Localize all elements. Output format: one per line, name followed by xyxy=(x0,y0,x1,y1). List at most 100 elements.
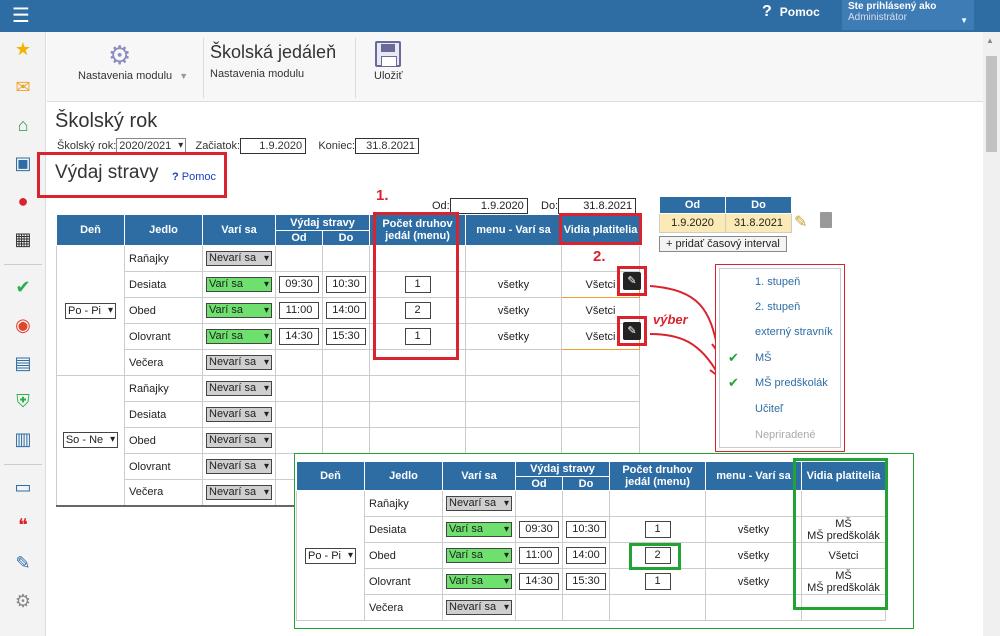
vari-sa-select[interactable]: Nevarí sa xyxy=(446,496,512,511)
book-icon[interactable]: ▣ xyxy=(14,153,32,173)
time-do-input[interactable]: 10:30 xyxy=(566,521,606,538)
time-do-input[interactable]: 10:30 xyxy=(326,276,366,293)
settings-gear-icon[interactable]: ⚙ xyxy=(108,40,132,70)
col-vydaj: Výdaj stravy xyxy=(275,214,370,231)
payer-option[interactable]: 2. stupeň xyxy=(755,301,801,313)
vari-sa-select[interactable]: Nevarí sa xyxy=(206,433,272,448)
table-row: Desiata Varí sa 09:30 10:30 1 všetky Vše… xyxy=(57,271,640,298)
menu-count-input[interactable]: 2 xyxy=(644,547,671,564)
user-menu[interactable]: Ste prihlásený ako Administrátor ▼ xyxy=(842,0,974,30)
vari-sa-select[interactable]: Nevarí sa xyxy=(206,459,272,474)
chart-icon[interactable]: ▥ xyxy=(14,429,32,449)
question-icon: ? xyxy=(762,3,772,20)
day-select[interactable]: Po - Pi xyxy=(304,547,356,564)
vari-sa-select[interactable]: Nevarí sa xyxy=(206,381,272,396)
day-select[interactable]: Po - Pi xyxy=(64,302,116,319)
trash-icon[interactable] xyxy=(820,212,832,228)
time-do-input[interactable]: 15:30 xyxy=(566,573,606,590)
annotation-box-edit2 xyxy=(617,316,647,346)
app-title: Školská jedáleň xyxy=(210,42,337,62)
scrollbar-thumb[interactable] xyxy=(986,56,997,152)
time-od-input[interactable]: 11:00 xyxy=(519,547,559,564)
payer-option[interactable]: 1. stupeň xyxy=(755,276,801,288)
save-icon[interactable] xyxy=(375,41,401,67)
sidebar-divider xyxy=(4,464,42,465)
table-row: Večera Nevarí sa xyxy=(57,349,640,376)
payer-option[interactable]: externý stravník xyxy=(755,326,833,338)
annotation-green-box-count xyxy=(629,543,681,570)
save-button[interactable]: Uložiť xyxy=(374,70,403,82)
left-sidebar: ★ ✉ ⌂ ▣ ● ▦ ✔ ◉ ▤ ⛨ ▥ ▭ ❝ ✎ ⚙ xyxy=(0,32,46,636)
shield-icon[interactable]: ⛨ xyxy=(16,391,30,411)
hamburger-menu-icon[interactable]: ☰ xyxy=(12,5,30,27)
edit-pencil-icon[interactable]: ✎ xyxy=(623,272,641,290)
col-den: Deň xyxy=(56,214,125,246)
pen-icon[interactable]: ✎ xyxy=(15,553,31,573)
table-row: Obed Nevarí sa xyxy=(57,427,640,454)
time-od-input[interactable]: 14:30 xyxy=(279,328,319,345)
briefcase-icon[interactable]: ▤ xyxy=(14,353,32,373)
table-row: Olovrant Varí sa 14:30 15:30 1 všetky Vš… xyxy=(57,323,640,350)
payer-option[interactable]: MŠ predškolák xyxy=(755,377,828,389)
scrollbar[interactable] xyxy=(983,32,1000,636)
pencil-icon[interactable]: ✎ xyxy=(794,214,808,231)
day-select[interactable]: So - Ne xyxy=(62,432,119,449)
vari-sa-select[interactable]: Varí sa xyxy=(446,574,512,589)
menu-count-input[interactable]: 1 xyxy=(404,328,431,345)
payer-option[interactable]: Učiteľ xyxy=(755,403,784,415)
vari-sa-select[interactable]: Nevarí sa xyxy=(206,407,272,422)
sidebar-divider xyxy=(4,264,42,265)
module-settings-button[interactable]: Nastavenia modulu ▼ xyxy=(78,70,189,82)
time-od-input[interactable]: 11:00 xyxy=(279,302,319,319)
start-date-input[interactable]: 1.9.2020 xyxy=(240,138,307,154)
vari-sa-select[interactable]: Nevarí sa xyxy=(206,355,272,370)
calendar-icon[interactable]: ▦ xyxy=(14,229,32,249)
menu-count-input[interactable]: 1 xyxy=(644,573,671,590)
open-book-icon[interactable]: ▭ xyxy=(14,477,32,497)
vari-sa-select[interactable]: Nevarí sa xyxy=(206,251,272,266)
menu-count-input[interactable]: 1 xyxy=(404,276,431,293)
vydaj-od-input[interactable]: 1.9.2020 xyxy=(449,198,528,214)
vari-sa-select[interactable]: Nevarí sa xyxy=(446,600,512,615)
vari-sa-select[interactable]: Nevarí sa xyxy=(206,484,272,500)
home-icon[interactable]: ⌂ xyxy=(17,115,29,135)
gear-icon[interactable]: ⚙ xyxy=(14,591,32,611)
vari-sa-select[interactable]: Varí sa xyxy=(206,277,272,292)
end-date-input[interactable]: 31.8.2021 xyxy=(355,138,420,154)
vari-sa-select[interactable]: Varí sa xyxy=(206,303,272,318)
envelope-icon[interactable]: ✉ xyxy=(15,77,31,97)
time-od-input[interactable]: 09:30 xyxy=(279,276,319,293)
school-year-row: Školský rok:2020/2021 Začiatok:1.9.2020 … xyxy=(57,138,420,154)
time-do-input[interactable]: 14:00 xyxy=(566,547,606,564)
menu-count-input[interactable]: 2 xyxy=(404,302,431,319)
scroll-up-icon[interactable]: ▲ xyxy=(986,36,994,45)
menu-count-input[interactable]: 1 xyxy=(644,521,671,538)
table-row: Po - Pi Raňajky Nevarí sa xyxy=(296,490,886,621)
col-vidia: Vidia platitelia xyxy=(561,214,640,246)
pin-icon[interactable]: ◉ xyxy=(15,315,31,335)
time-od-input[interactable]: 09:30 xyxy=(519,521,559,538)
user-caption: Ste prihlásený ako xyxy=(848,1,937,12)
payer-list xyxy=(719,268,841,448)
vydaj-do-input[interactable]: 31.8.2021 xyxy=(558,198,637,214)
time-od-input[interactable]: 14:30 xyxy=(519,573,559,590)
vari-sa-select[interactable]: Varí sa xyxy=(446,548,512,563)
payer-option[interactable]: Nepriradené xyxy=(755,429,816,441)
vari-sa-select[interactable]: Varí sa xyxy=(446,522,512,537)
edit-pencil-icon[interactable]: ✎ xyxy=(623,322,641,340)
help-link[interactable]: ? Pomoc xyxy=(172,171,217,183)
help-button[interactable]: ? Pomoc xyxy=(762,3,820,20)
add-interval-button[interactable]: + pridať časový interval xyxy=(659,236,787,252)
check-icon[interactable]: ✔ xyxy=(15,277,31,297)
table-row: Obed Varí sa 11:00 14:00 2 všetky Všetci xyxy=(57,297,640,324)
star-icon[interactable]: ★ xyxy=(14,39,32,59)
chat-icon[interactable]: ❝ xyxy=(18,515,28,535)
annotation-number-1: 1. xyxy=(376,187,389,204)
user-icon[interactable]: ● xyxy=(17,191,29,211)
vari-sa-select[interactable]: Varí sa xyxy=(206,329,272,344)
payer-option[interactable]: MŠ xyxy=(755,352,772,364)
col-pocet: Počet druhov jedál (menu) xyxy=(369,214,466,246)
time-do-input[interactable]: 14:00 xyxy=(326,302,366,319)
toolbar xyxy=(47,32,983,102)
time-do-input[interactable]: 15:30 xyxy=(326,328,366,345)
